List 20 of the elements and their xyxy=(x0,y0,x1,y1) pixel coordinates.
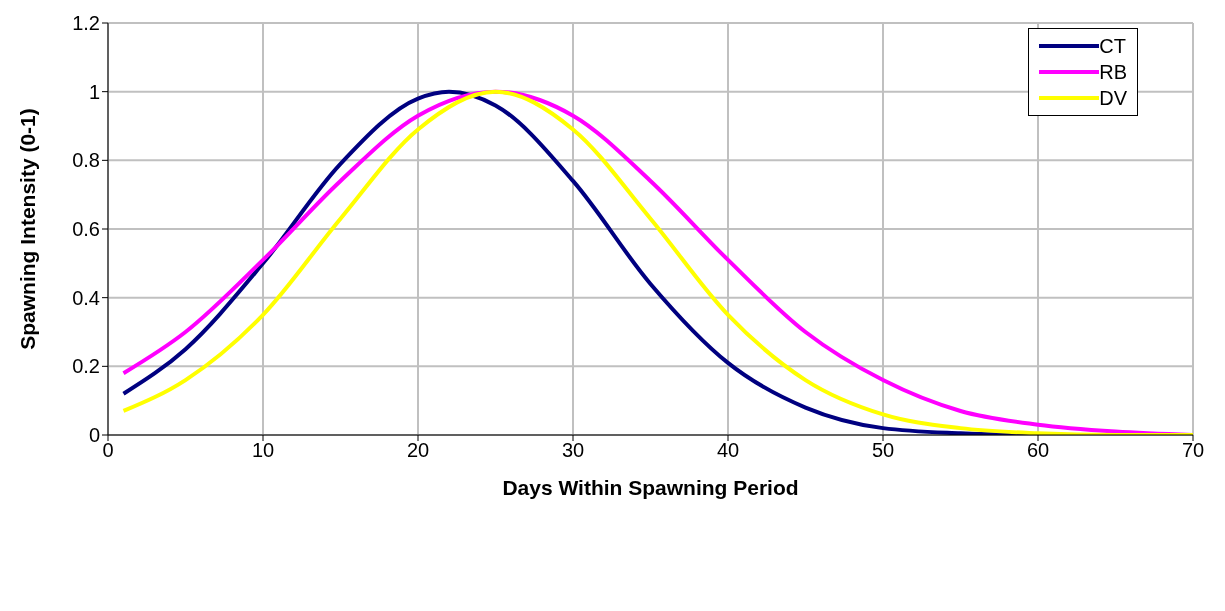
y-tick-label: 0.4 xyxy=(72,286,100,309)
x-tick-label: 70 xyxy=(1181,439,1205,462)
x-tick-label: 50 xyxy=(871,439,895,462)
legend-label: RB xyxy=(1099,60,1127,84)
x-tick-label: 40 xyxy=(716,439,740,462)
y-tick-label: 0.2 xyxy=(72,355,100,378)
y-tick-label: 0.8 xyxy=(72,149,100,172)
legend-label: DV xyxy=(1099,86,1127,110)
x-tick-label: 20 xyxy=(406,439,430,462)
x-tick-label: 0 xyxy=(102,439,114,462)
y-tick-label: 1 xyxy=(88,80,100,103)
y-axis-title: Spawning Intensity (0-1) xyxy=(16,108,40,350)
y-tick-label: 1.2 xyxy=(72,12,100,35)
y-tick-label: 0.6 xyxy=(72,218,100,241)
x-axis-title: Days Within Spawning Period xyxy=(502,476,799,499)
legend-label: CT xyxy=(1099,34,1126,58)
y-tick-label: 0 xyxy=(88,424,100,447)
x-tick-label: 60 xyxy=(1026,439,1050,462)
x-tick-label: 10 xyxy=(251,439,275,462)
x-tick-label: 30 xyxy=(561,439,585,462)
